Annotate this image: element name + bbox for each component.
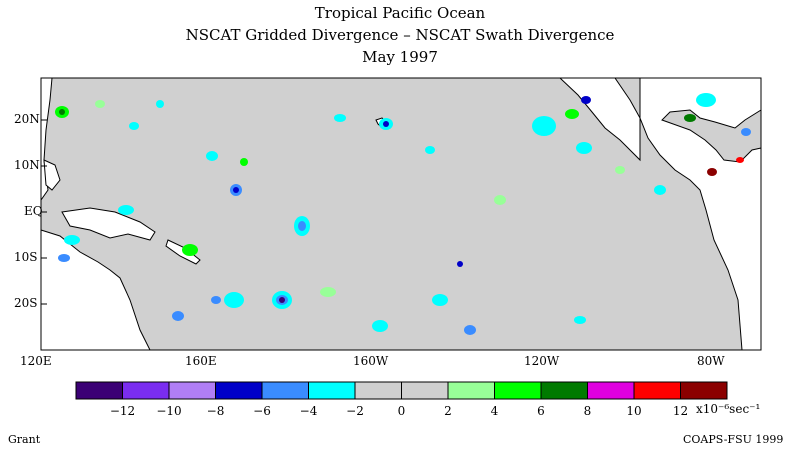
colorbar-swatch — [75, 381, 123, 400]
colorbar-tick-label: 2 — [444, 404, 452, 418]
colorbar-tick-label: 8 — [583, 404, 592, 418]
colorbar-tick-label: −12 — [109, 404, 136, 418]
land-americas — [639, 77, 762, 351]
lat-label-10s: 10S — [14, 250, 38, 264]
lon-label-120e: 120E — [20, 354, 52, 368]
colorbar-tick-label: 0 — [397, 404, 406, 418]
colorbar-tick-label: 6 — [537, 404, 545, 418]
lat-label-20s: 20S — [14, 296, 38, 310]
credit-right: COAPS-FSU 1999 — [683, 433, 784, 446]
colorbar-swatch — [633, 381, 681, 400]
lon-label-160e: 160E — [185, 354, 217, 368]
colorbar-tick-label: −6 — [253, 404, 271, 418]
colorbar-swatch — [540, 381, 588, 400]
colorbar-tick-label: −8 — [206, 404, 225, 418]
colorbar-swatch — [215, 381, 263, 400]
title-line-2: NSCAT Gridded Divergence – NSCAT Swath D… — [185, 26, 615, 44]
colorbar-swatch — [447, 381, 495, 400]
land-new-guinea — [61, 207, 156, 241]
land-asia — [40, 77, 53, 202]
colorbar-swatch — [401, 381, 449, 400]
colorbar-swatch — [122, 381, 170, 400]
land-philippines — [43, 159, 61, 191]
lat-label-eq: EQ — [24, 204, 43, 218]
map-frame — [40, 77, 762, 351]
colorbar-swatch — [680, 381, 728, 400]
colorbar-tick-label: −4 — [299, 404, 318, 418]
colorbar-swatch — [354, 381, 402, 400]
colorbar-tick-label: 12 — [672, 404, 689, 418]
colorbar-tick-label: −10 — [156, 404, 182, 418]
colorbar-swatch — [494, 381, 542, 400]
ocean-field — [41, 78, 761, 350]
colorbar — [75, 381, 728, 400]
lon-label-160w: 160W — [353, 354, 389, 368]
colorbar-tick-label: 10 — [626, 404, 642, 418]
divergence-blobs — [55, 93, 751, 335]
title-line-1: Tropical Pacific Ocean — [314, 4, 486, 22]
lon-label-120w: 120W — [524, 354, 560, 368]
colorbar-units: x10⁻⁶sec⁻¹ — [696, 402, 761, 416]
lat-label-20n: 20N — [14, 112, 40, 126]
land-mexico — [558, 77, 641, 162]
title-line-3: May 1997 — [362, 48, 438, 66]
colorbar-tick-label: −2 — [346, 404, 364, 418]
lat-ticks — [41, 119, 47, 305]
colorbar-swatch — [261, 381, 309, 400]
lon-label-80w: 80W — [697, 354, 725, 368]
colorbar-swatch — [587, 381, 635, 400]
colorbar-swatch — [308, 381, 356, 400]
lat-label-10n: 10N — [14, 158, 40, 172]
credit-left: Grant — [8, 433, 41, 446]
colorbar-swatch — [168, 381, 216, 400]
colorbar-tick-label: 4 — [490, 404, 499, 418]
